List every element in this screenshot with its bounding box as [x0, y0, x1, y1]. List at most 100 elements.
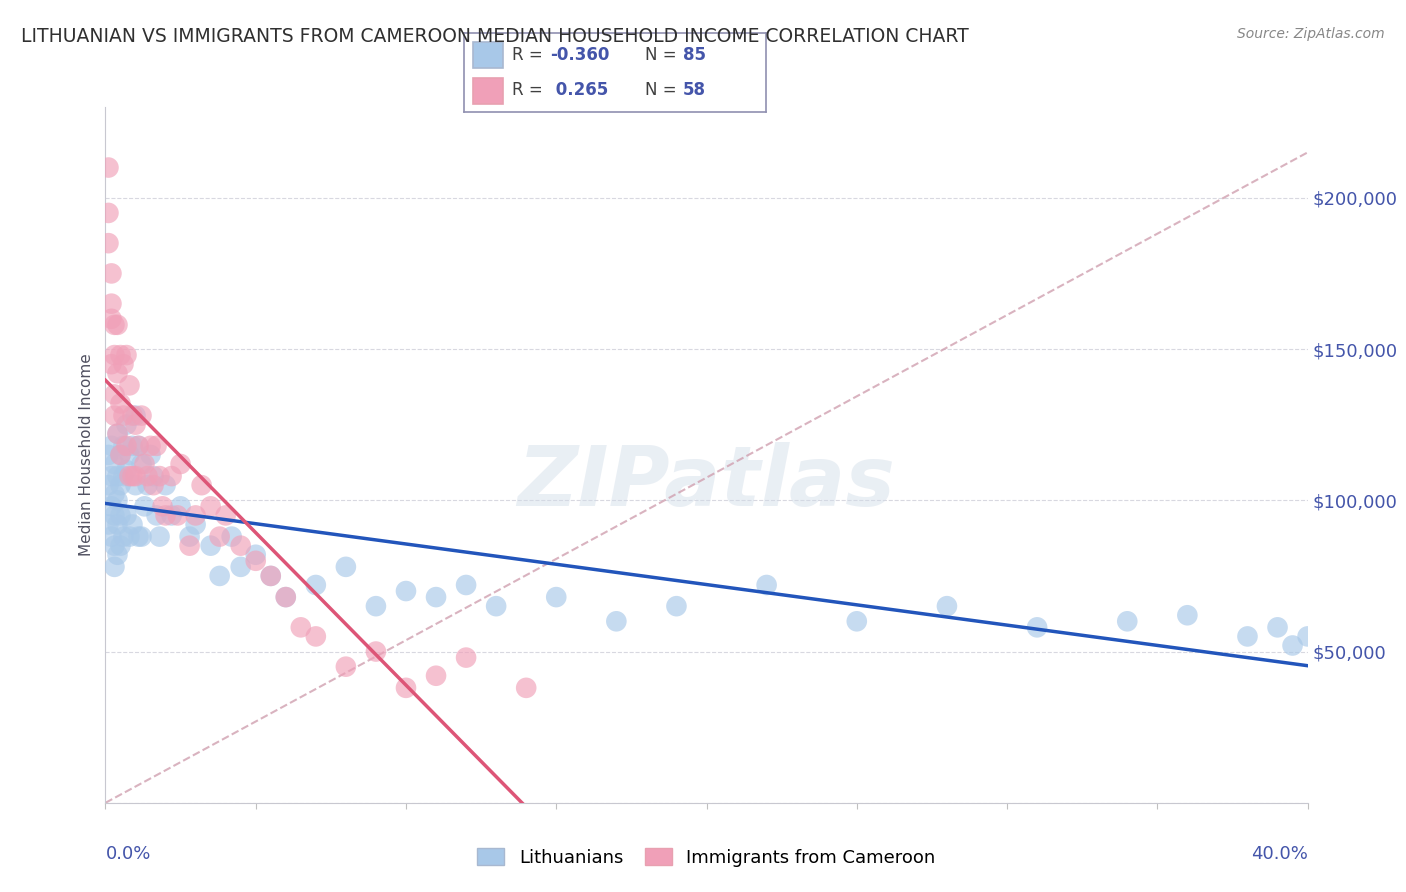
Point	[110, 448, 132, 462]
Point	[395, 584, 418, 599]
Point	[110, 539, 132, 553]
Point	[155, 478, 177, 492]
Point	[364, 599, 387, 614]
Point	[260, 569, 283, 583]
Point	[179, 530, 201, 544]
Point	[128, 439, 150, 453]
Point	[245, 554, 267, 568]
Point	[305, 629, 328, 643]
Point	[110, 508, 132, 523]
Point	[97, 448, 120, 462]
Bar	[472, 42, 503, 68]
Point	[184, 508, 207, 523]
Point	[245, 548, 267, 562]
Point	[274, 590, 297, 604]
Point	[208, 569, 231, 583]
Point	[169, 500, 191, 514]
Point	[425, 669, 447, 683]
Text: R =: R =	[512, 81, 548, 99]
Text: 0.0%: 0.0%	[105, 845, 150, 863]
Point	[107, 366, 129, 380]
Point	[454, 650, 477, 665]
Text: 40.0%: 40.0%	[1251, 845, 1308, 863]
Point	[103, 318, 125, 332]
Text: N =: N =	[645, 46, 682, 64]
Point	[118, 378, 141, 392]
Point	[131, 530, 153, 544]
Point	[100, 530, 122, 544]
Point	[136, 469, 159, 483]
Text: LITHUANIAN VS IMMIGRANTS FROM CAMEROON MEDIAN HOUSEHOLD INCOME CORRELATION CHART: LITHUANIAN VS IMMIGRANTS FROM CAMEROON M…	[21, 27, 969, 45]
Point	[1236, 629, 1258, 643]
Point	[128, 530, 150, 544]
Point	[103, 559, 125, 574]
Point	[97, 517, 120, 532]
Point	[305, 578, 328, 592]
Point	[260, 569, 283, 583]
Point	[221, 530, 243, 544]
Point	[1281, 639, 1303, 653]
Point	[97, 161, 120, 175]
Point	[845, 615, 868, 629]
Point	[112, 469, 135, 483]
Point	[1116, 615, 1139, 629]
Point	[118, 448, 141, 462]
Point	[364, 644, 387, 658]
Point	[121, 409, 143, 423]
Text: 58: 58	[683, 81, 706, 99]
Text: R =: R =	[512, 46, 548, 64]
Point	[515, 681, 537, 695]
Point	[131, 457, 153, 471]
Point	[121, 439, 143, 453]
Point	[148, 530, 170, 544]
Point	[290, 620, 312, 634]
Point	[454, 578, 477, 592]
Point	[100, 439, 122, 453]
Point	[274, 590, 297, 604]
Point	[107, 517, 129, 532]
Point	[136, 478, 159, 492]
Point	[97, 236, 120, 251]
Point	[100, 311, 122, 326]
Point	[214, 508, 236, 523]
Point	[605, 615, 627, 629]
Point	[107, 426, 129, 441]
Point	[1026, 620, 1049, 634]
Point	[97, 206, 120, 220]
Point	[1175, 608, 1198, 623]
Text: ZIPatlas: ZIPatlas	[517, 442, 896, 524]
Point	[121, 469, 143, 483]
Point	[112, 357, 135, 371]
Point	[110, 396, 132, 410]
Text: -0.360: -0.360	[550, 46, 610, 64]
Text: N =: N =	[645, 81, 682, 99]
Point	[124, 478, 146, 492]
Point	[160, 508, 183, 523]
Point	[200, 500, 222, 514]
Point	[115, 439, 138, 453]
Point	[100, 267, 122, 281]
Point	[546, 590, 568, 604]
Point	[115, 463, 138, 477]
Point	[395, 681, 418, 695]
Point	[103, 457, 125, 471]
Point	[229, 559, 252, 574]
Point	[485, 599, 508, 614]
Point	[112, 439, 135, 453]
Legend: Lithuanians, Immigrants from Cameroon: Lithuanians, Immigrants from Cameroon	[470, 840, 943, 874]
Point	[103, 487, 125, 501]
Point	[208, 530, 231, 544]
Point	[179, 539, 201, 553]
Point	[142, 478, 165, 492]
Text: Source: ZipAtlas.com: Source: ZipAtlas.com	[1237, 27, 1385, 41]
Y-axis label: Median Household Income: Median Household Income	[79, 353, 94, 557]
Point	[148, 469, 170, 483]
Point	[936, 599, 959, 614]
Point	[115, 508, 138, 523]
Point	[134, 457, 156, 471]
Point	[124, 469, 146, 483]
Point	[335, 559, 357, 574]
Point	[152, 500, 174, 514]
Point	[124, 417, 146, 432]
Point	[166, 508, 188, 523]
